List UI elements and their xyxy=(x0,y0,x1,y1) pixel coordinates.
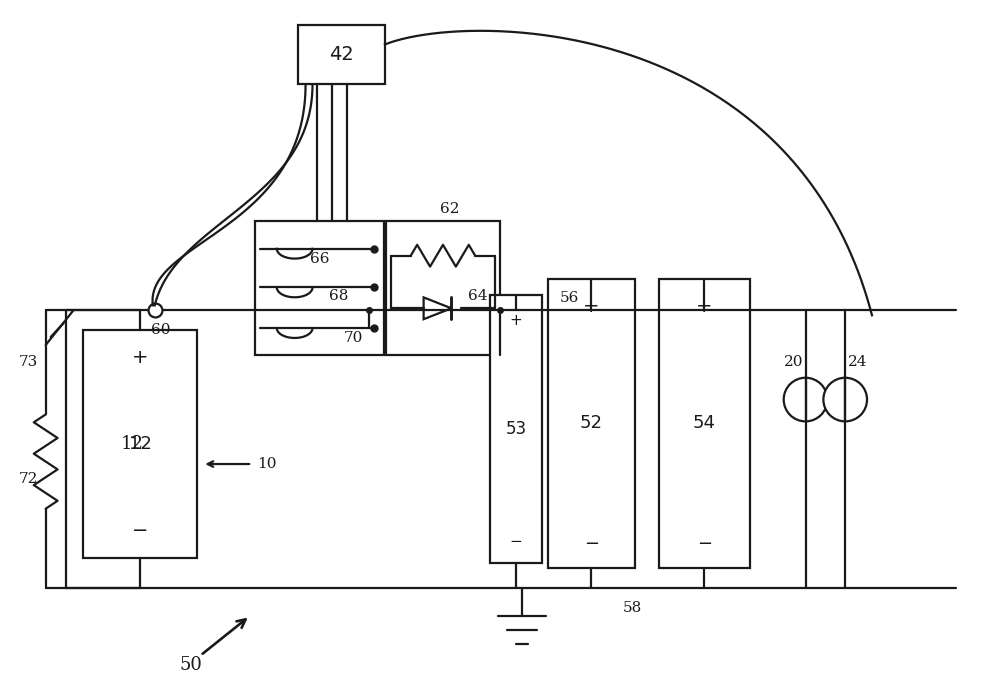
Text: −: − xyxy=(584,536,599,553)
Circle shape xyxy=(823,378,867,422)
Text: 12: 12 xyxy=(121,435,144,453)
Bar xyxy=(83,330,197,558)
Text: 73: 73 xyxy=(19,355,38,369)
Text: −: − xyxy=(509,534,522,549)
Bar xyxy=(255,221,384,355)
Text: −: − xyxy=(132,521,149,540)
Bar xyxy=(490,296,542,563)
Text: 53: 53 xyxy=(505,420,526,438)
Bar xyxy=(659,278,750,568)
Text: 70: 70 xyxy=(343,331,363,345)
Text: 42: 42 xyxy=(329,45,354,64)
Text: 60: 60 xyxy=(151,323,170,337)
Text: 12: 12 xyxy=(129,435,152,453)
Text: 58: 58 xyxy=(623,601,642,615)
Text: +: + xyxy=(509,313,522,328)
Text: 62: 62 xyxy=(440,202,460,216)
Text: 64: 64 xyxy=(468,290,488,303)
Text: +: + xyxy=(583,297,600,316)
Text: 50: 50 xyxy=(179,656,202,674)
Text: 10: 10 xyxy=(257,457,276,471)
Text: 68: 68 xyxy=(329,290,349,303)
Bar xyxy=(298,25,385,84)
Text: +: + xyxy=(696,297,713,316)
Polygon shape xyxy=(424,297,451,319)
Text: 54: 54 xyxy=(693,415,716,433)
Text: 56: 56 xyxy=(560,292,579,305)
Circle shape xyxy=(784,378,827,422)
Text: −: − xyxy=(697,536,712,553)
Text: 20: 20 xyxy=(784,355,803,369)
Text: 72: 72 xyxy=(19,472,38,486)
Text: 66: 66 xyxy=(310,252,329,266)
Bar xyxy=(386,221,500,355)
Text: 52: 52 xyxy=(580,415,603,433)
Text: +: + xyxy=(132,348,149,368)
Bar xyxy=(548,278,635,568)
Text: 24: 24 xyxy=(848,355,868,369)
